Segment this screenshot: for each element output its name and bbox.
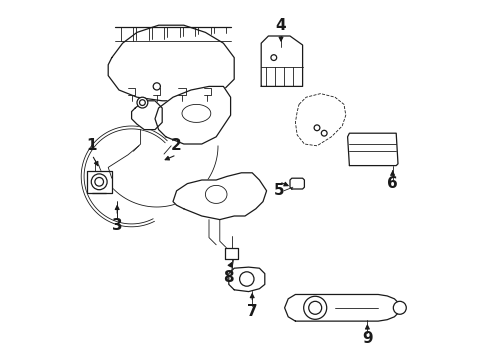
Polygon shape (225, 248, 238, 259)
Text: 6: 6 (387, 176, 398, 191)
Circle shape (153, 83, 160, 90)
Polygon shape (229, 267, 265, 292)
Polygon shape (155, 86, 231, 144)
Polygon shape (108, 25, 234, 101)
Circle shape (91, 174, 107, 190)
Polygon shape (347, 133, 398, 166)
Polygon shape (87, 171, 112, 193)
Text: 2: 2 (171, 138, 182, 153)
Polygon shape (285, 294, 400, 321)
Text: 5: 5 (274, 183, 285, 198)
Text: 8: 8 (223, 270, 234, 285)
Text: 1: 1 (87, 138, 97, 153)
Polygon shape (290, 178, 304, 189)
Text: 4: 4 (276, 18, 286, 33)
Text: 3: 3 (112, 217, 122, 233)
Circle shape (137, 97, 148, 108)
Text: 7: 7 (247, 304, 258, 319)
Polygon shape (173, 173, 267, 220)
Polygon shape (261, 36, 303, 86)
Circle shape (393, 301, 406, 314)
Text: 9: 9 (362, 331, 373, 346)
Polygon shape (132, 101, 162, 130)
